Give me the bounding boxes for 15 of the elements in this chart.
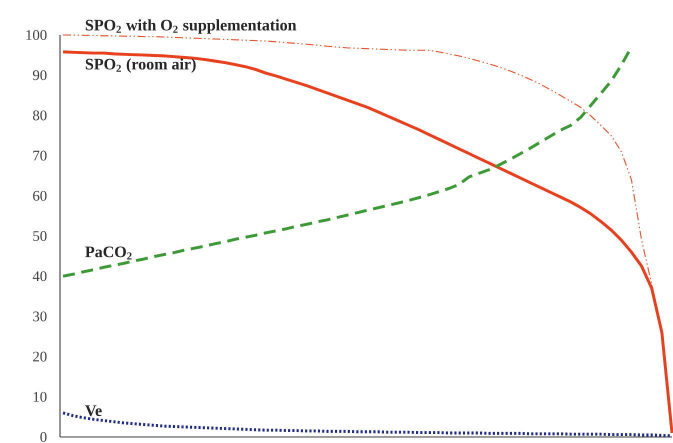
series-label: Ve [85, 405, 102, 416]
y-tick-label: 90 [32, 70, 47, 80]
y-tick-label: 10 [34, 392, 47, 402]
y-tick-label: 30 [33, 311, 47, 322]
series-label: PaCO$_{2}$ [85, 246, 132, 260]
y-tick-label: 100 [26, 30, 47, 40]
y-tick-label: 80 [33, 110, 47, 120]
y-tick-label: 0 [40, 432, 47, 442]
y-tick-label: 70 [33, 150, 47, 161]
y-tick-label: 50 [33, 231, 47, 241]
y-tick-label: 40 [32, 271, 47, 282]
y-tick-label: 60 [33, 190, 47, 201]
series-label: SPO$_{2}$ with O$_{2}$ supplementation [86, 19, 296, 34]
y-tick-label: 20 [33, 352, 47, 362]
series-label: SPO$_{2}$ (room air) [86, 58, 196, 73]
